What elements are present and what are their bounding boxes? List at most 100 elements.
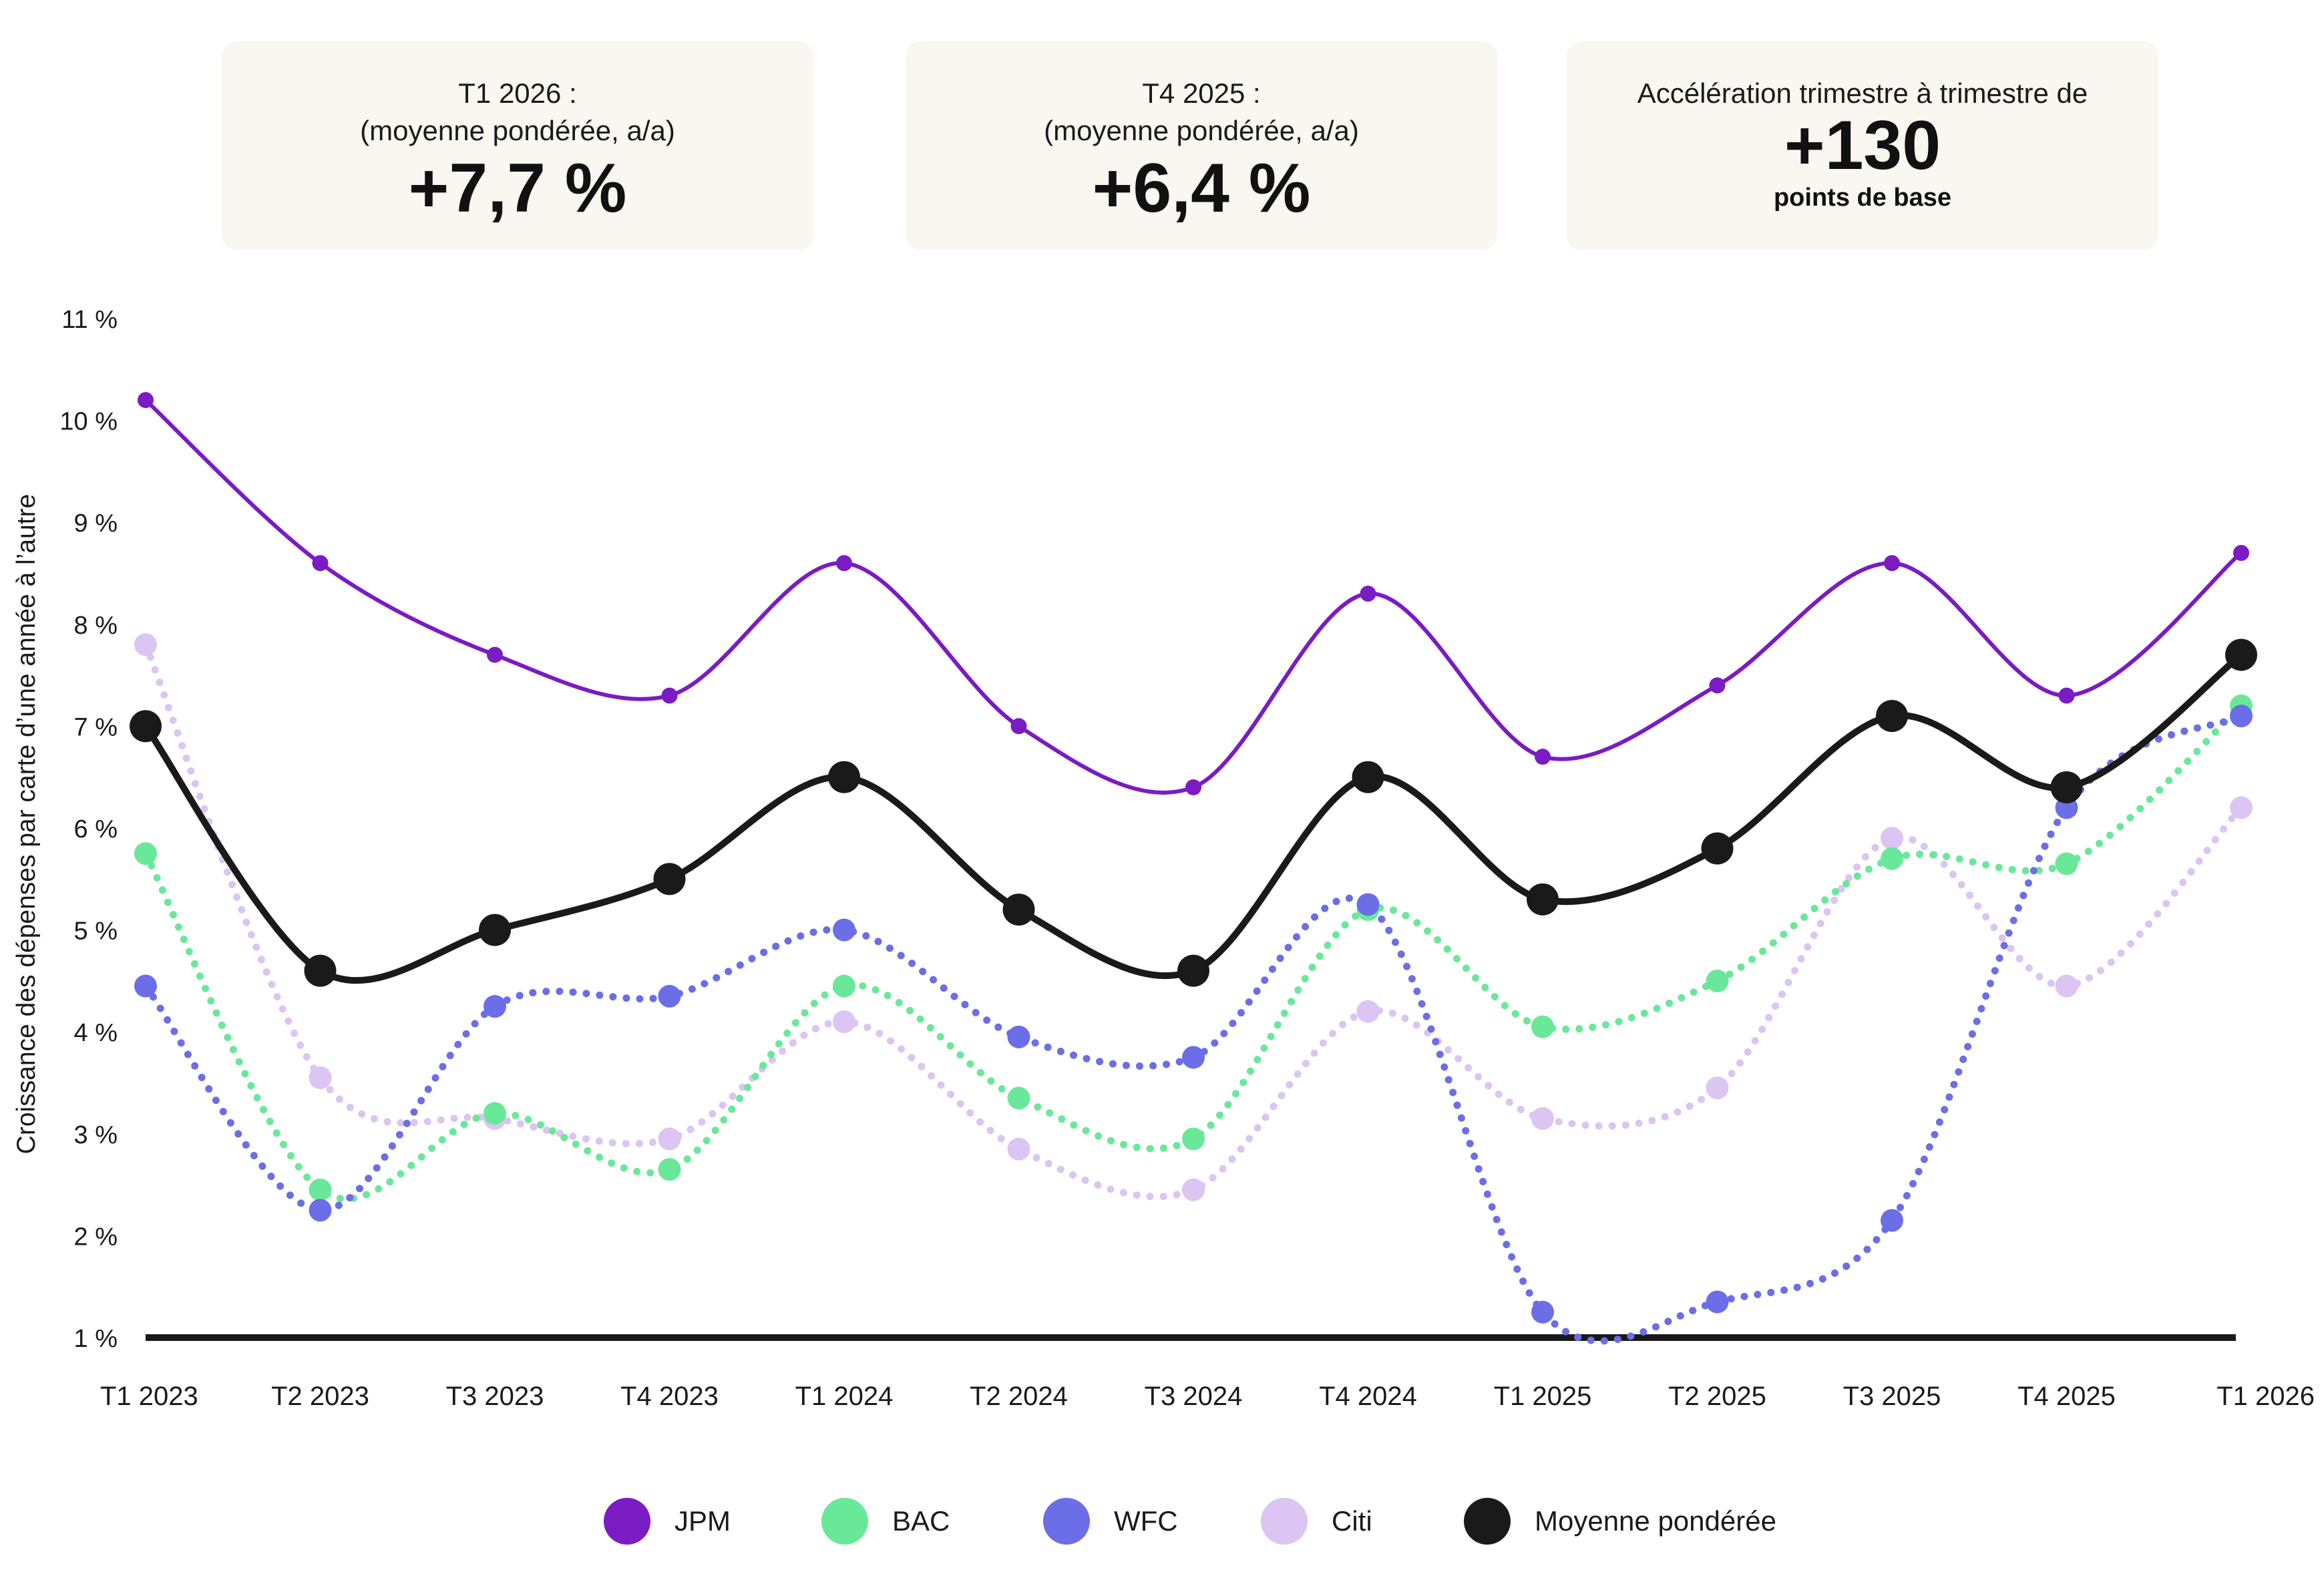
series-line-citi [142,640,2245,1201]
data-point-wfc [833,918,855,942]
x-tick-label: T4 2024 [1319,1382,1417,1411]
y-tick-label: 5 % [74,918,118,946]
summary-card-acceleration: Accélération trimestre à trimestre de +1… [1567,41,2158,250]
data-point-citi [2230,796,2253,819]
series-bac [134,694,2253,1203]
data-point-jpm [1360,586,1376,602]
y-tick-label: 3 % [74,1121,118,1149]
x-tick-label: T2 2023 [271,1382,369,1411]
data-point-wfc [1182,1046,1205,1069]
data-point-moyenne-pond-r-e [130,710,162,743]
summary-card-q4-2025: T4 2025 : (moyenne pondérée, a/a) +6,4 % [906,41,1497,250]
series-jpm [138,392,2249,795]
legend-swatch-jpm [604,1498,650,1545]
legend-swatch-wfc [1043,1498,1090,1545]
x-tick-label: T1 2024 [795,1382,894,1411]
data-point-jpm [138,392,154,409]
data-point-moyenne-pond-r-e [1701,832,1734,865]
data-point-wfc [483,995,506,1018]
data-point-moyenne-pond-r-e [1352,761,1384,793]
data-point-wfc [1706,1290,1729,1314]
y-tick-label: 4 % [74,1019,118,1047]
data-point-jpm [1884,555,1900,572]
x-tick-label: T3 2025 [1843,1382,1941,1411]
data-point-citi [658,1127,681,1151]
summary-card-q1-2026: T1 2026 : (moyenne pondérée, a/a) +7,7 % [222,41,813,250]
card-unit: points de base [1773,184,1952,212]
data-point-bac [483,1102,506,1125]
legend-item-bac: BAC [821,1495,950,1548]
card-sublabel: (moyenne pondérée, a/a) [1044,115,1359,146]
legend-swatch-bac [821,1498,868,1545]
x-tick-label: T1 2023 [100,1382,198,1411]
data-point-moyenne-pond-r-e [828,761,860,793]
y-axis-ticks: 1 % 2 % 3 % 4 % 5 % 6 % 7 % 8 % 9 % 10 % 11 % [59,306,118,1353]
legend-swatch-weighted-average [1464,1498,1511,1545]
data-point-moyenne-pond-r-e [653,863,686,896]
data-point-wfc [1007,1025,1030,1048]
data-point-wfc [309,1199,332,1222]
y-tick-label: 11 % [61,306,118,334]
data-point-citi [1182,1178,1205,1201]
card-value: +6,4 % [1092,150,1311,227]
y-tick-label: 1 % [74,1325,118,1353]
series-citi [134,633,2253,1201]
data-point-jpm [836,555,852,572]
x-axis-ticks: T1 2023 T2 2023 T3 2023 T4 2023 T1 2024 T2 20… [100,1382,2315,1411]
x-tick-label: T3 2024 [1145,1382,1243,1411]
data-point-bac [1182,1127,1205,1151]
data-point-moyenne-pond-r-e [304,954,337,987]
line-chart: Croissance des dépenses par carte d’une … [12,306,2315,1411]
data-point-wfc [1531,1300,1554,1324]
data-point-bac [1706,969,1729,992]
data-point-bac [2055,852,2078,875]
data-point-jpm [487,646,503,663]
data-point-bac [1531,1015,1554,1038]
data-point-wfc [1356,893,1380,916]
data-point-citi [2055,974,2078,998]
y-tick-label: 8 % [74,612,118,640]
card-label: T4 2025 : [1142,77,1261,109]
y-axis-label: Croissance des dépenses par carte d’une … [12,494,41,1155]
series-line-bac [142,702,2245,1203]
data-point-moyenne-pond-r-e [479,914,511,946]
data-point-wfc [134,974,157,998]
series-line-wfc [142,712,2245,1345]
legend-label: Citi [1332,1505,1372,1537]
card-value: +130 [1784,107,1941,184]
data-point-citi [1706,1076,1729,1100]
data-point-moyenne-pond-r-e [2050,771,2083,803]
data-point-jpm [1709,677,1726,694]
data-point-wfc [1881,1209,1903,1232]
series-line-jpm [144,398,2243,795]
data-point-jpm [661,687,678,704]
legend-item-citi: Citi [1261,1495,1372,1548]
legend-label: Moyenne pondérée [1535,1505,1776,1537]
data-point-citi [1356,1000,1380,1023]
series-line-moyenne-pond-r-e [142,651,2245,984]
card-sublabel: (moyenne pondérée, a/a) [360,115,675,146]
x-tick-label: T3 2023 [446,1382,544,1411]
series-layer [130,392,2257,1345]
x-tick-label: T4 2023 [620,1382,719,1411]
data-point-bac [134,842,157,865]
x-tick-label: T2 2024 [970,1382,1068,1411]
x-tick-label: T1 2025 [1494,1382,1592,1411]
data-point-wfc [658,984,681,1008]
data-point-citi [1531,1107,1554,1130]
data-point-bac [658,1158,681,1181]
card-label: Accélération trimestre à trimestre de [1637,77,2088,109]
data-point-bac [1881,847,1903,870]
data-point-jpm [2058,687,2075,704]
x-tick-label: T1 2026 [2216,1382,2315,1411]
data-point-wfc [2230,705,2253,728]
x-tick-label: T4 2025 [2017,1382,2116,1411]
x-tick-label: T2 2025 [1668,1382,1766,1411]
legend: JPM BAC WFC Citi Moyenne pondérée [0,1495,2324,1548]
card-value: +7,7 % [408,150,627,227]
data-point-bac [1007,1086,1030,1110]
data-point-moyenne-pond-r-e [1177,954,1209,987]
legend-item-wfc: WFC [1043,1495,1178,1548]
legend-label: WFC [1114,1505,1178,1537]
legend-item-jpm: JPM [604,1495,731,1548]
